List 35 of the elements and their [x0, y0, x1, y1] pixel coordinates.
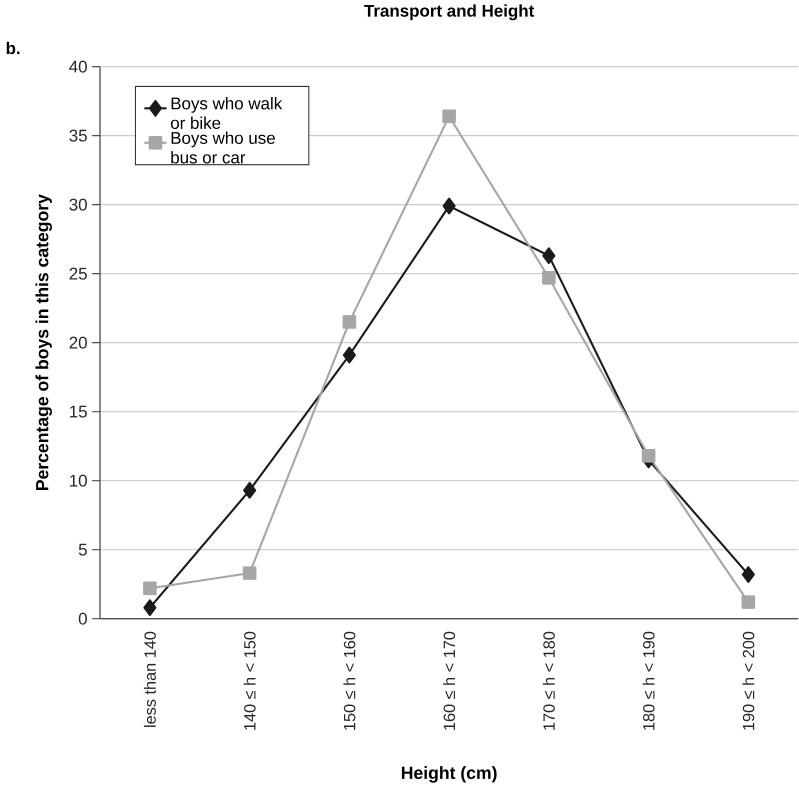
y-tick-label: 30 — [69, 198, 87, 211]
x-tick-label: 150 ≤ h < 160 — [343, 632, 356, 730]
legend-label: Boys who use bus or car — [171, 132, 275, 164]
x-axis-title: Height (cm) — [402, 766, 497, 783]
y-axis-title: Percentage of boys in this category — [36, 194, 52, 490]
y-tick-label: 25 — [70, 268, 87, 280]
point — [242, 566, 256, 580]
point — [342, 315, 356, 329]
point — [542, 247, 556, 264]
y-tick-label: 40 — [69, 60, 87, 73]
point — [642, 449, 656, 463]
x-tick-label: less than 140 — [144, 632, 156, 727]
x-tick-label: 170 ≤ h < 180 — [542, 632, 555, 730]
x-tick-label: 140 ≤ h < 150 — [244, 632, 256, 730]
chart-title: Transport and Height — [364, 4, 534, 20]
y-tick-label: 5 — [78, 544, 87, 556]
point — [143, 599, 156, 616]
point — [342, 346, 356, 364]
y-tick-label: 0 — [78, 612, 87, 625]
point — [442, 110, 456, 124]
y-tick-label: 10 — [70, 474, 87, 487]
text: b. — [6, 42, 20, 54]
point — [143, 582, 157, 596]
point — [742, 566, 755, 583]
point — [243, 482, 256, 499]
x-tick-label: 190 ≤ h < 200 — [742, 632, 754, 730]
y-tick-label: 15 — [70, 406, 87, 418]
point — [442, 198, 456, 214]
y-tick-label: 20 — [70, 336, 87, 349]
point — [742, 595, 756, 609]
x-tick-label: 160 ≤ h < 170 — [443, 632, 456, 730]
point — [542, 270, 556, 285]
x-tick-label: 180 ≤ h < 190 — [642, 632, 655, 730]
legend-label: Boys who walk or bike — [171, 97, 282, 129]
y-tick-label: 35 — [69, 130, 87, 142]
